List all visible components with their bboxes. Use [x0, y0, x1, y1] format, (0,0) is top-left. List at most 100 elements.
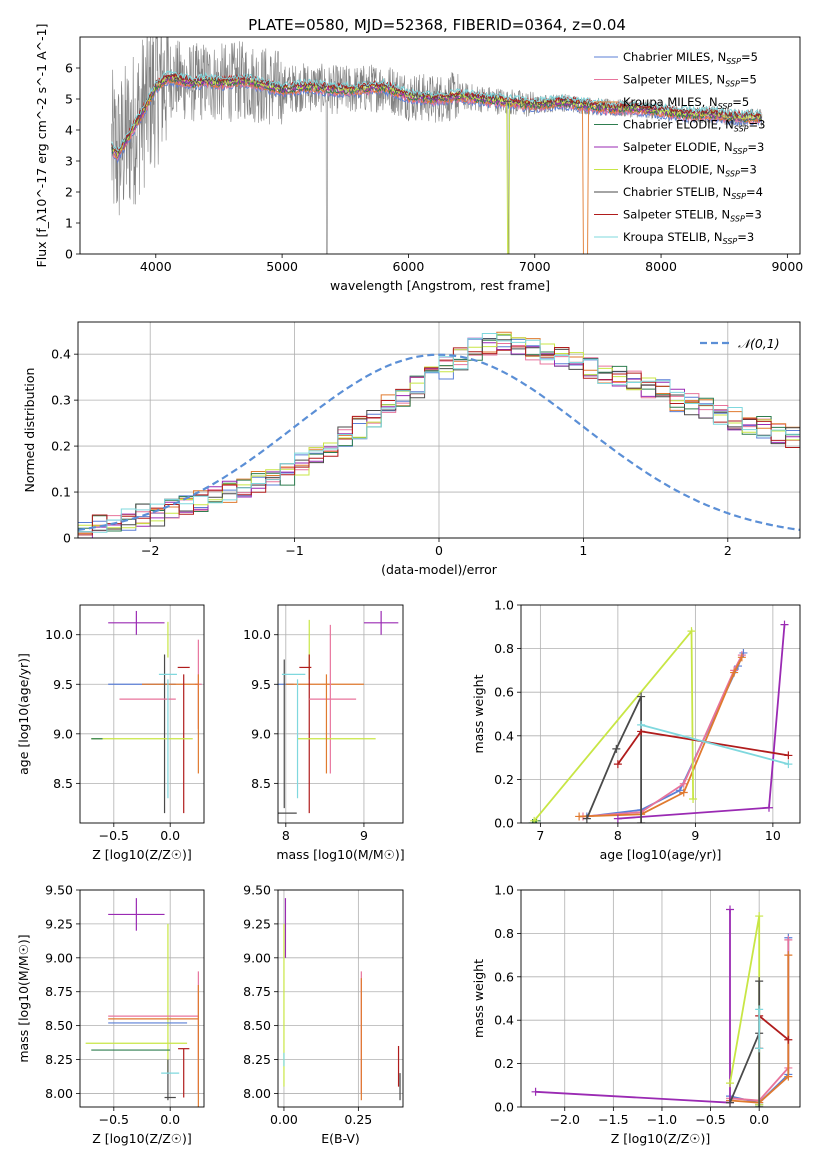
ylabel: Flux [f_λ10^-17 erg cm^-2 s^-1 A^-1]: [34, 24, 49, 268]
legend-label-2: Kroupa MILES, NSSP=5: [623, 95, 749, 111]
weight-series-2: [729, 955, 790, 1104]
weight-marker: [755, 977, 764, 986]
tick-label-x: 0.25: [344, 1112, 372, 1127]
tick-label-x: 0.0: [160, 828, 180, 843]
axes-frame: [79, 36, 801, 255]
legend-nssp-sub: SSP: [725, 80, 740, 89]
weight-marker: [582, 814, 591, 823]
weight-series-4: [617, 624, 786, 820]
tick-label-x: −2.0: [550, 1112, 580, 1127]
legend-model-name: Kroupa STELIB: [623, 230, 707, 244]
plot-area-age_vs_mass: [278, 610, 399, 814]
legend-model-name: Salpeter STELIB: [623, 208, 714, 222]
tick-label-x: 9: [360, 828, 368, 843]
tick-label-y: 0.3: [51, 393, 71, 408]
tick-label-x: 7000: [519, 259, 551, 274]
xlabel: Z [log10(Z/Z☉)]: [92, 847, 192, 862]
normal-reference-line: [78, 353, 800, 531]
axes-frame: [277, 604, 404, 824]
tick-label-y: 9.00: [45, 950, 73, 965]
tick-label-y: 9.25: [243, 916, 271, 931]
tick-label-y: 8.75: [45, 984, 73, 999]
weight-series-8: [640, 724, 789, 765]
tick-label-x: 8: [282, 828, 290, 843]
axes-weight_vs_age: 7 8 9 10 0.0 0.2 0.4 0.6 0.8 1.0 age [log10(age/yr…: [471, 598, 801, 862]
legend-model-name: Chabrier MILES: [623, 50, 710, 64]
tick-label-x: −0.5: [99, 828, 129, 843]
tick-label-y: 0.2: [51, 439, 71, 454]
ylabel: mass weight: [471, 674, 486, 753]
tick-label-x: 8: [614, 828, 622, 843]
legend-label-8: Kroupa STELIB, NSSP=3: [623, 230, 754, 246]
weight-marker: [679, 788, 688, 797]
tick-label-y: 0.4: [51, 347, 71, 362]
tick-label-x: −0.5: [695, 1112, 725, 1127]
tick-label-y: 0.4: [494, 728, 514, 743]
axes-age_vs_Z: −0.5 0.0 8.5 9.0 9.5 10.0 Z [log10(Z/Z☉)] age […: [16, 604, 205, 862]
weight-marker: [755, 912, 764, 921]
legend-nssp-sub: SSP: [730, 215, 745, 224]
tick-label-y: 3: [65, 154, 73, 169]
legend-model-name: Chabrier STELIB: [623, 185, 715, 199]
legend-model-name: Salpeter MILES: [623, 73, 709, 87]
weight-marker: [726, 1098, 735, 1107]
tick-label-x: 0.0: [749, 1112, 769, 1127]
tick-label-y: 0.4: [494, 1013, 514, 1028]
weight-marker: [531, 1087, 540, 1096]
legend-nssp-value: 5: [751, 50, 758, 64]
weight-marker: [687, 627, 696, 636]
weight-marker: [755, 1103, 764, 1107]
xlabel: E(B-V): [321, 1131, 360, 1146]
tick-label-y: 9.5: [251, 677, 271, 692]
axes-age_vs_mass: 8 9 8.5 9.0 9.5 10.0 mass [log10(M/M☉)]: [243, 604, 405, 862]
plot-area-spectrum: [111, 37, 763, 254]
tick-label-y: 2: [65, 185, 73, 200]
axes-frame: [520, 889, 801, 1108]
weight-marker: [613, 760, 622, 769]
tick-label-x: 9: [691, 828, 699, 843]
legend-nssp-eq: =: [732, 95, 742, 109]
legend-model-name: Kroupa MILES: [623, 95, 702, 109]
tick-label-x: −1: [285, 543, 303, 558]
legend-nssp-prefix: , N: [709, 163, 725, 177]
legend-nssp-sub: SSP: [726, 57, 741, 66]
weight-series-5: [729, 915, 761, 1105]
tick-label-y: 0.2: [494, 1056, 514, 1071]
legend-label-4: Salpeter ELODIE, NSSP=3: [623, 140, 764, 156]
residual-histogram-2: [78, 331, 800, 534]
normal-legend-label: 𝒩(0,1): [738, 336, 780, 351]
weight-marker: [726, 905, 735, 914]
legend-nssp-value: 3: [758, 118, 765, 132]
legend-nssp-eq: =: [747, 140, 757, 154]
legend-nssp-eq: =: [741, 50, 751, 64]
legend-label-0: Chabrier MILES, NSSP=5: [623, 50, 758, 66]
residual-histogram-7: [78, 346, 800, 536]
tick-label-y: 6: [65, 61, 73, 76]
tick-label-x: 2: [724, 543, 732, 558]
xlabel: age [log10(age/yr)]: [600, 847, 722, 862]
legend-nssp-value: 5: [749, 73, 756, 87]
legend-nssp-prefix: , N: [709, 73, 725, 87]
tick-label-x: 4000: [140, 259, 172, 274]
axes-weight_vs_Z: −2.0 −1.5 −1.0 −0.5 0.0 0.0 0.2 0.4 0.6 0.8 1.0 Z […: [471, 883, 801, 1146]
xlabel: (data-model)/error: [381, 562, 498, 577]
tick-label-x: −1.5: [598, 1112, 628, 1127]
axes-mass_vs_ebv: 0.00 0.25 8.00 8.25 8.50 8.75 9.00 9.25 9.50 E(B-…: [243, 883, 404, 1146]
plot-area-residuals: [78, 331, 800, 538]
plot-area-weight_vs_age: [528, 620, 793, 823]
weight-marker: [780, 620, 789, 629]
spectrum-model-line-8: [111, 70, 762, 152]
legend-nssp-sub: SSP: [733, 147, 748, 156]
legend-label-3: Chabrier ELODIE, NSSP=3: [623, 118, 765, 134]
legend-nssp-sub: SSP: [718, 102, 733, 111]
residual-histogram-3: [78, 334, 800, 532]
tick-label-y: 8.5: [53, 776, 73, 791]
weight-series-7: [758, 1014, 789, 1049]
tick-label-y: 8.25: [243, 1052, 271, 1067]
legend-label-1: Salpeter MILES, NSSP=5: [623, 73, 757, 89]
residual-histogram-6: [78, 338, 800, 533]
tick-label-y: 9.50: [243, 883, 271, 898]
weight-marker: [765, 803, 773, 812]
residual-histogram-1: [78, 343, 800, 534]
legend-nssp-eq: =: [740, 73, 750, 87]
